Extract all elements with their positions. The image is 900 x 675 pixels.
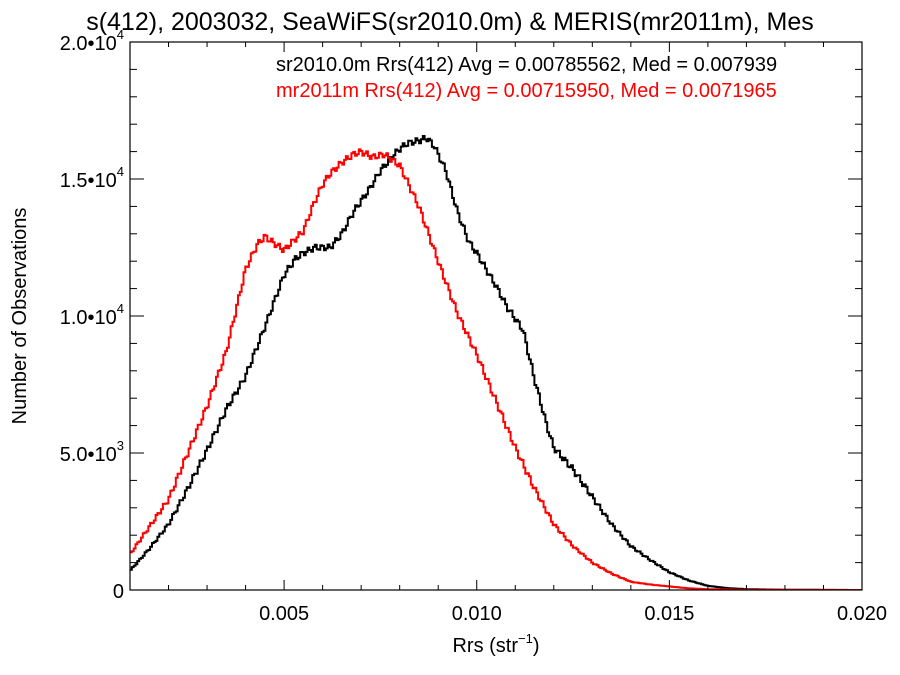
y-tick-mantissa: 0 [113, 581, 124, 603]
y-tick-mantissa: 1.0•10 [60, 307, 117, 329]
chart-title: s(412), 2003032, SeaWiFS(sr2010.0m) & ME… [86, 8, 814, 36]
x-tick-label: 0.005 [259, 603, 309, 625]
y-tick-exponent: 4 [117, 27, 124, 42]
plot-frame [129, 41, 863, 591]
y-tick-mantissa: 5.0•10 [60, 444, 117, 466]
y-tick-label: 1.5•104 [60, 164, 124, 192]
stats-annotation-0: sr2010.0m Rrs(412) Avg = 0.00785562, Med… [276, 54, 777, 76]
y-tick-mantissa: 2.0•10 [60, 33, 117, 55]
y-tick-exponent: 3 [117, 438, 124, 453]
x-axis-label: Rrs (str−1) [452, 631, 539, 657]
y-tick-label: 0 [113, 581, 124, 603]
y-axis-label: Number of Observations [9, 208, 31, 425]
y-tick-label: 2.0•104 [60, 27, 124, 55]
y-tick-exponent: 4 [117, 301, 124, 316]
x-tick-label: 0.010 [452, 603, 502, 625]
y-tick-label: 5.0•103 [60, 438, 124, 466]
series-line-1 [130, 148, 862, 590]
y-tick-label: 1.0•104 [60, 301, 124, 329]
series-line-0 [130, 135, 862, 590]
x-tick-label: 0.015 [644, 603, 694, 625]
y-tick-mantissa: 1.5•10 [60, 170, 117, 192]
stats-annotation-1: mr2011m Rrs(412) Avg = 0.00715950, Med =… [276, 80, 777, 102]
x-tick-label: 0.020 [837, 603, 887, 625]
y-tick-exponent: 4 [117, 164, 124, 179]
